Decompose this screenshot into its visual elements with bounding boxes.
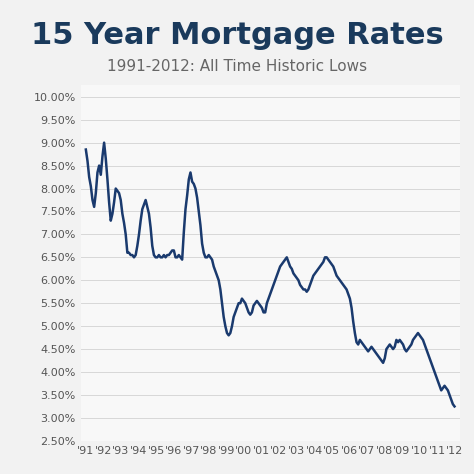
Text: 1991-2012: All Time Historic Lows: 1991-2012: All Time Historic Lows <box>107 59 367 74</box>
Text: 15 Year Mortgage Rates: 15 Year Mortgage Rates <box>31 21 443 50</box>
